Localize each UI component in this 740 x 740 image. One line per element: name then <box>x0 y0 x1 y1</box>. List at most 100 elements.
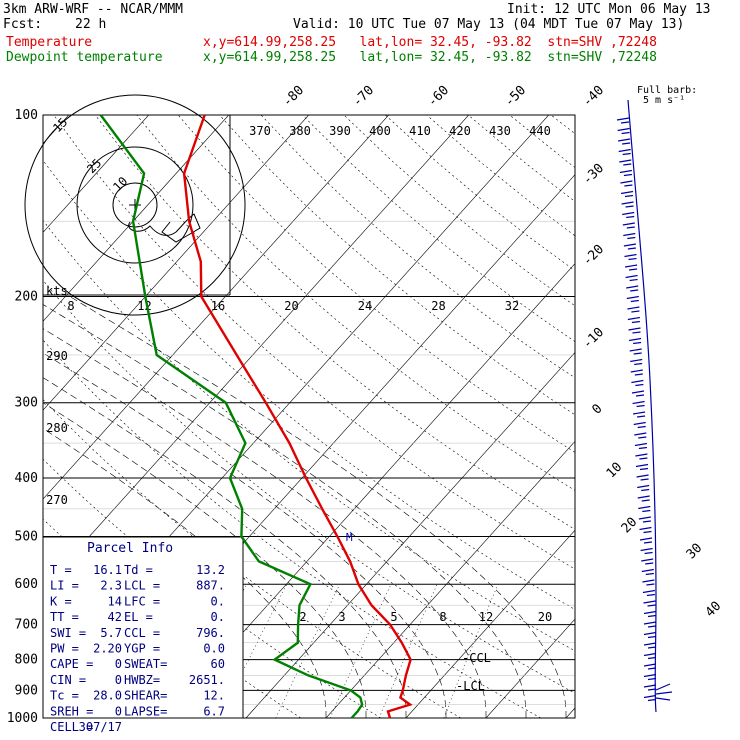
isotherm-label: -70 <box>350 83 377 110</box>
param-value: 12. <box>203 689 225 703</box>
mixing-ratio-label: 8 <box>439 610 446 624</box>
wind-barb <box>643 652 657 660</box>
wind-barb <box>643 610 657 618</box>
wind-note: 5 m s⁻¹ <box>643 95 685 106</box>
dry-adiabat-line <box>550 115 575 135</box>
pressure-tick-label: 800 <box>15 653 38 668</box>
temperature-legend: Temperature <box>6 35 93 50</box>
isotherm-line <box>245 351 575 718</box>
param-label: LAPSE= <box>124 704 167 718</box>
param-label: CCL = <box>124 626 160 640</box>
isotherm-label: 10 <box>604 460 626 482</box>
pressure-tick-label: 700 <box>15 618 38 633</box>
pressure-tick-label: 900 <box>15 683 38 698</box>
mixing-ratio-label: 8 <box>67 299 74 313</box>
isotherm-line <box>43 115 229 322</box>
param-label: CAPE = <box>50 657 93 671</box>
dry-adiabat-line <box>426 115 575 237</box>
wind-staff <box>627 99 657 713</box>
param-value: 60 <box>211 657 225 671</box>
wind-barb <box>620 190 634 198</box>
wind-barb <box>634 442 647 450</box>
hodograph-kts-label: kts <box>46 284 68 298</box>
wind-barbs <box>616 99 673 713</box>
init-time: Init: 12 UTC Mon 06 May 13 <box>507 2 711 17</box>
param-value: 0 <box>115 673 122 687</box>
plot-frame <box>42 114 576 719</box>
isotherm-label: -30 <box>580 161 607 188</box>
isotherm-line <box>43 115 309 411</box>
wind-barb <box>655 683 673 701</box>
isotherm-label: -10 <box>580 325 607 352</box>
wind-barb <box>643 631 657 639</box>
param-label: K = <box>50 594 72 608</box>
dry-adiabat-line <box>468 115 575 202</box>
param-value: 307/17 <box>79 720 122 734</box>
mixing-ratio-label: 3 <box>338 610 345 624</box>
isotherm-label: -60 <box>425 83 452 110</box>
pressure-tick-label: 200 <box>15 290 38 305</box>
wind-barb <box>637 484 650 492</box>
isotherm-label: -80 <box>280 83 307 110</box>
parcel-info-frame <box>42 536 244 719</box>
wind-barb <box>639 537 653 544</box>
param-label: Td = <box>124 563 153 577</box>
param-value: 42 <box>108 610 122 624</box>
theta-label: 370 <box>249 124 271 138</box>
theta-label: 440 <box>529 124 551 138</box>
wind-barb <box>643 694 657 702</box>
wind-barb <box>630 358 643 366</box>
param-label: Tc = <box>50 689 79 703</box>
hodograph-ring-label: 10 <box>110 174 130 194</box>
param-value: 14 <box>108 594 122 608</box>
mixing-ratio-label: 28 <box>431 299 445 313</box>
wind-barb <box>627 316 640 324</box>
wind-barb <box>619 159 632 166</box>
mixing-ratio-label: 32 <box>505 299 519 313</box>
theta-label: 420 <box>449 124 471 138</box>
wind-barb <box>618 138 631 145</box>
wind-barb <box>617 127 630 135</box>
param-label: T = <box>50 563 72 577</box>
param-value: 0 <box>115 657 122 671</box>
wind-barb <box>633 421 646 429</box>
dry-adiabat-line <box>260 115 575 379</box>
hodograph <box>24 94 246 316</box>
pressure-tick-label: 600 <box>15 577 38 592</box>
param-value: 0. <box>211 610 225 624</box>
param-label: SWEAT= <box>124 657 167 671</box>
param-label: EL = <box>124 610 153 624</box>
theta-label: 280 <box>46 421 68 435</box>
lcl-marker: -LCL <box>456 679 485 693</box>
wind-barb <box>642 589 655 597</box>
isotherm-line <box>325 440 575 718</box>
param-label: CIN = <box>50 673 86 687</box>
valid-time: Valid: 10 UTC Tue 07 May 13 (04 MDT Tue … <box>293 17 685 32</box>
wind-note: Full barb: <box>637 85 697 96</box>
wind-barb <box>626 285 639 292</box>
fcst-label: Fcst: <box>3 17 43 32</box>
pressure-tick-label: 100 <box>15 108 38 123</box>
isotherm-line <box>43 115 149 233</box>
isotherm-line <box>646 115 740 718</box>
wind-barb <box>635 453 648 460</box>
wind-barb <box>640 547 653 555</box>
wind-barb <box>623 232 636 240</box>
param-value: 796. <box>196 626 225 640</box>
wind-barb <box>616 117 630 124</box>
isotherm-line <box>165 263 575 718</box>
wind-barb <box>633 411 646 418</box>
dewpoint-legend: Dewpoint temperature <box>6 50 163 65</box>
hodograph-trace <box>128 213 201 243</box>
isotherm-line <box>565 707 575 718</box>
pressure-tick-label: 500 <box>15 529 38 544</box>
param-label: LCL = <box>124 579 160 593</box>
dry-adiabat-line <box>343 115 575 307</box>
wind-barb <box>622 211 635 219</box>
wind-barb <box>630 369 643 376</box>
dry-adiabat-line <box>385 115 575 271</box>
dewpoint-line <box>99 114 364 719</box>
param-value: 5.7 <box>100 626 122 640</box>
mixing-ratio-label: 20 <box>284 299 298 313</box>
wind-barb <box>628 327 641 334</box>
